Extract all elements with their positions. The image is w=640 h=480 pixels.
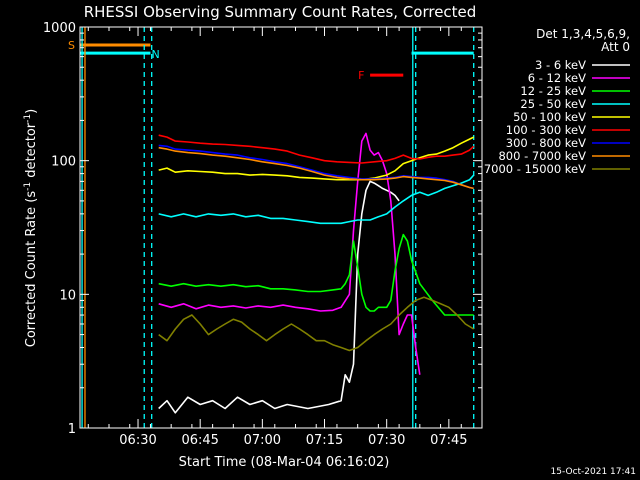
chart-title: RHESSI Observing Summary Count Rates, Co… bbox=[84, 3, 477, 21]
legend-label: 12 - 25 keV bbox=[520, 84, 586, 98]
legend-header-line2: Att 0 bbox=[601, 40, 630, 54]
y-axis-label-sup1: -1 bbox=[23, 182, 33, 191]
legend-label: 100 - 300 keV bbox=[506, 123, 586, 137]
legend-label: 25 - 50 keV bbox=[520, 97, 586, 111]
plot-frame bbox=[79, 26, 483, 429]
vertical-marker-layer bbox=[81, 27, 475, 428]
series-line bbox=[158, 180, 400, 414]
flag-label: S bbox=[68, 39, 75, 52]
y-tick-label: 100 bbox=[51, 155, 76, 170]
y-axis: 1 10 100 1000 bbox=[43, 21, 482, 437]
series-line bbox=[158, 146, 474, 190]
y-axis-label-part2: detector bbox=[24, 122, 39, 182]
y-tick-label: 1000 bbox=[43, 21, 76, 36]
flag-label: N bbox=[151, 48, 159, 61]
flag-layer: S N F bbox=[68, 39, 474, 82]
x-tick-label: 07:30 bbox=[368, 433, 405, 448]
series-line bbox=[158, 144, 474, 190]
x-axis: 06:30 06:45 07:00 07:15 07:30 07:45 bbox=[87, 27, 468, 448]
y-tick-label: 10 bbox=[59, 288, 76, 303]
x-tick-label: 06:30 bbox=[119, 433, 156, 448]
legend-label: 7000 - 15000 keV bbox=[484, 162, 586, 176]
legend-label: 6 - 12 keV bbox=[528, 71, 586, 85]
y-axis-label: Corrected Count Rate (s-1 detector-1) bbox=[23, 109, 39, 347]
series-line bbox=[158, 174, 475, 225]
series-line bbox=[158, 233, 474, 316]
x-tick-label: 06:45 bbox=[181, 433, 218, 448]
flag-label: F bbox=[358, 69, 364, 82]
legend-label: 800 - 7000 keV bbox=[498, 149, 586, 163]
legend-header-line1: Det 1,3,4,5,6,9, bbox=[536, 27, 630, 41]
y-axis-label-sup2: -1 bbox=[23, 114, 33, 123]
footer-timestamp: 15-Oct-2021 17:41 bbox=[551, 467, 636, 477]
series-layer bbox=[158, 132, 475, 414]
x-tick-label: 07:45 bbox=[430, 433, 467, 448]
legend-label: 300 - 800 keV bbox=[506, 136, 586, 150]
y-tick-label: 1 bbox=[68, 422, 76, 437]
x-tick-label: 07:00 bbox=[244, 433, 281, 448]
y-axis-label-part1: Corrected Count Rate (s bbox=[24, 191, 39, 348]
series-line bbox=[158, 296, 475, 352]
series-line bbox=[158, 136, 475, 181]
x-axis-label: Start Time (08-Mar-04 06:16:02) bbox=[179, 455, 390, 470]
legend-label: 50 - 100 keV bbox=[513, 110, 586, 124]
legend-label: 3 - 6 keV bbox=[535, 58, 586, 72]
x-tick-label: 07:15 bbox=[306, 433, 343, 448]
series-line bbox=[158, 134, 475, 164]
y-axis-label-part3: ) bbox=[24, 109, 39, 114]
